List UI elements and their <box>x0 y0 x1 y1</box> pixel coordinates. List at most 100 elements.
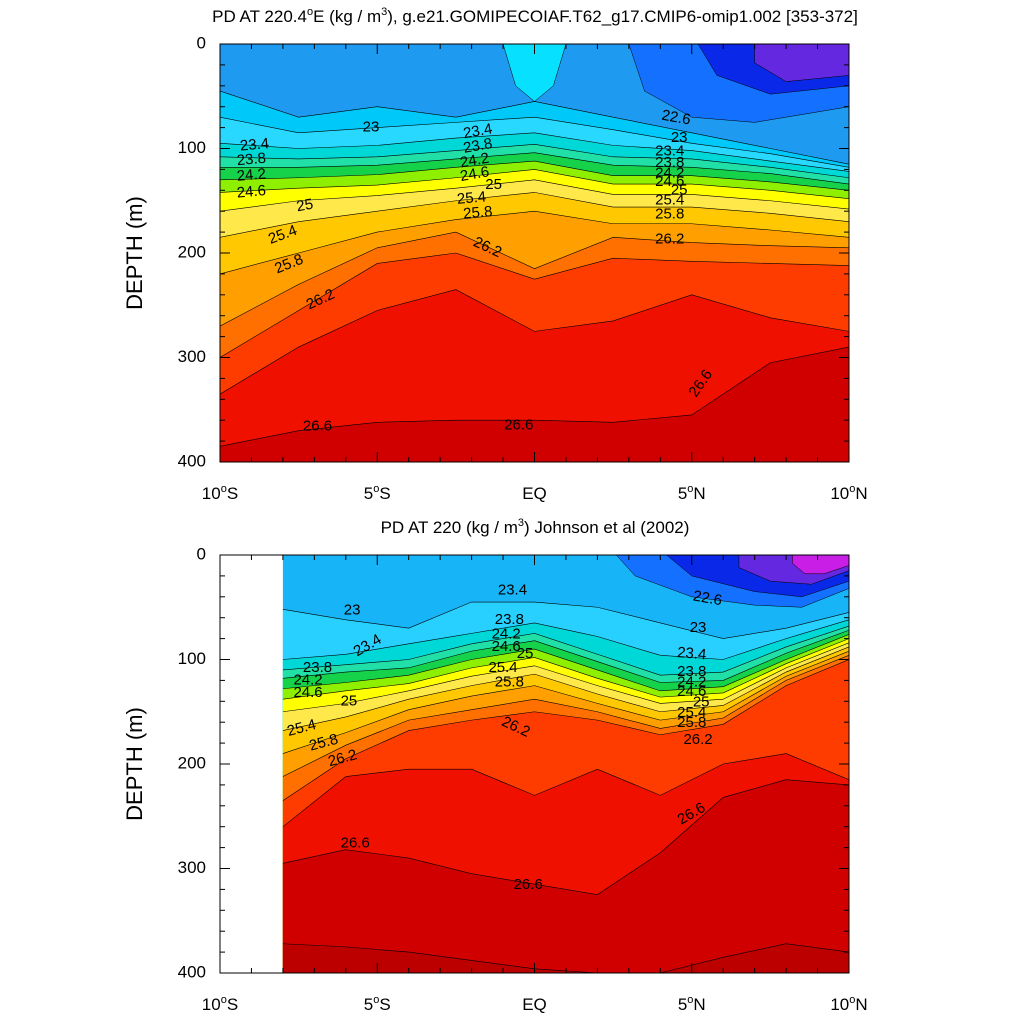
contour-label: 24.6 <box>492 638 521 655</box>
contour-fill-group: 2323.423.824.224.62525.425.826.226.623.4… <box>220 44 849 462</box>
contour-label: 26.2 <box>683 731 712 748</box>
contour-line-8 <box>282 646 849 731</box>
contour-label: 23.4 <box>498 581 527 598</box>
contour-overlay-3 <box>502 44 567 102</box>
contour-label: 22.6 <box>692 587 724 609</box>
x-tick-label: 5oN <box>678 483 706 503</box>
contour-label: 23.4 <box>655 143 684 160</box>
contour-line-4 <box>220 144 849 179</box>
contour-label: 25.4 <box>456 188 487 207</box>
x-tick-label: 10oS <box>202 994 238 1014</box>
contour-overlay-3 <box>792 555 849 575</box>
contour-line-12 <box>282 753 849 827</box>
contour-line-7 <box>220 169 849 199</box>
contour-overlay-2 <box>754 44 849 82</box>
contour-label: 25 <box>295 196 314 216</box>
contour-label: 26.6 <box>303 417 332 434</box>
contour-band-14 <box>282 943 849 973</box>
x-axis: 10oS 5oS EQ 5oN 10oN <box>202 555 868 1014</box>
contour-line-9 <box>220 192 849 238</box>
contour-line-10 <box>220 210 849 275</box>
x-tick-label: 10oN <box>830 994 867 1014</box>
y-tick-label: 0 <box>197 544 206 563</box>
contour-label: 23 <box>690 619 707 636</box>
contour-line-4 <box>282 629 849 683</box>
x-tick-label: 10oS <box>202 483 238 503</box>
contour-line-8 <box>220 179 849 212</box>
x-tick-label: 5oS <box>364 483 391 503</box>
contour-line-3 <box>282 625 849 676</box>
contour-label: 22.6 <box>660 107 692 129</box>
contour-line-10 <box>282 655 849 777</box>
contour-line-6 <box>220 160 849 191</box>
contour-label: 23.8 <box>655 154 684 171</box>
contour-label: 23 <box>671 129 688 146</box>
y-tick-label: 300 <box>178 347 206 366</box>
contour-line-3 <box>220 132 849 172</box>
x-axis: 10oS 5oS EQ 5oN 10oN <box>202 44 868 503</box>
contour-line-5 <box>282 634 849 692</box>
chart-panel-1: 2323.423.824.224.62525.425.826.226.623.4… <box>122 6 868 503</box>
contour-label: 24.2 <box>492 625 521 642</box>
contour-label: 23 <box>344 601 361 618</box>
contour-label: 24.2 <box>459 150 491 172</box>
x-tick-label: EQ <box>522 995 547 1014</box>
contour-line-11 <box>282 659 849 801</box>
contour-line-1 <box>282 601 849 639</box>
contour-line-14 <box>220 346 849 447</box>
contour-label: 24.2 <box>677 673 706 690</box>
contour-label: 24.6 <box>677 683 706 700</box>
x-tick-label: 10oN <box>830 483 867 503</box>
contour-line-9 <box>282 650 849 754</box>
contour-label: 25.8 <box>463 203 494 222</box>
contour-label: 26.2 <box>326 746 359 770</box>
contour-label: 25 <box>341 692 358 709</box>
contour-label: 24.6 <box>655 173 684 190</box>
y-tick-label: 300 <box>178 858 206 877</box>
contour-label: 25.8 <box>495 673 524 690</box>
contour-label: 25.4 <box>655 192 684 209</box>
contour-label: 24.2 <box>293 671 322 688</box>
y-axis-label: DEPTH (m) <box>122 196 147 310</box>
contour-label: 25.8 <box>307 731 340 755</box>
y-axis-label: DEPTH (m) <box>122 707 147 821</box>
contour-label: 25.8 <box>677 714 706 731</box>
y-axis: 0 100 200 300 400 DEPTH (m) <box>122 33 849 470</box>
contour-label: 23.8 <box>303 659 332 676</box>
x-tick-label: EQ <box>522 484 547 503</box>
contour-label: 24.2 <box>655 165 684 182</box>
chart-title: PD AT 220 (kg / m3) Johnson et al (2002) <box>381 517 690 537</box>
x-tick-label: 5oS <box>364 994 391 1014</box>
contour-line-11 <box>220 231 849 327</box>
contour-line-13 <box>220 289 849 395</box>
contour-label: 25 <box>693 693 710 710</box>
contour-label: 23.8 <box>236 150 267 169</box>
contour-line-13 <box>282 779 849 895</box>
contour-line-12 <box>220 252 849 358</box>
contour-label: 26.6 <box>504 416 533 433</box>
y-tick-label: 0 <box>197 33 206 52</box>
contour-label: 26.6 <box>341 834 370 851</box>
contour-label: 24.6 <box>236 182 267 201</box>
contour-label: 24.6 <box>293 684 322 701</box>
y-axis: 0 100 200 300 400 DEPTH (m) <box>122 544 849 981</box>
contour-label: 24.6 <box>459 163 491 185</box>
contour-label: 25.8 <box>655 205 684 222</box>
contour-band-14 <box>220 347 849 462</box>
contour-line-5 <box>220 152 849 185</box>
contour-label: 25.4 <box>488 659 517 676</box>
y-tick-label: 200 <box>178 753 206 772</box>
contour-label: 23.4 <box>677 644 708 663</box>
contour-line-6 <box>282 638 849 700</box>
contour-label: 26.6 <box>514 876 543 893</box>
contour-label: 23.8 <box>462 135 494 157</box>
contour-band-13 <box>282 779 849 973</box>
contour-label: 23.8 <box>495 611 524 628</box>
x-tick-label: 5oN <box>678 994 706 1014</box>
contour-label: 25 <box>671 181 688 198</box>
y-tick-label: 100 <box>178 138 206 157</box>
contour-label: 25 <box>517 645 534 662</box>
contour-label: 26.2 <box>655 230 684 247</box>
y-tick-label: 200 <box>178 242 206 261</box>
